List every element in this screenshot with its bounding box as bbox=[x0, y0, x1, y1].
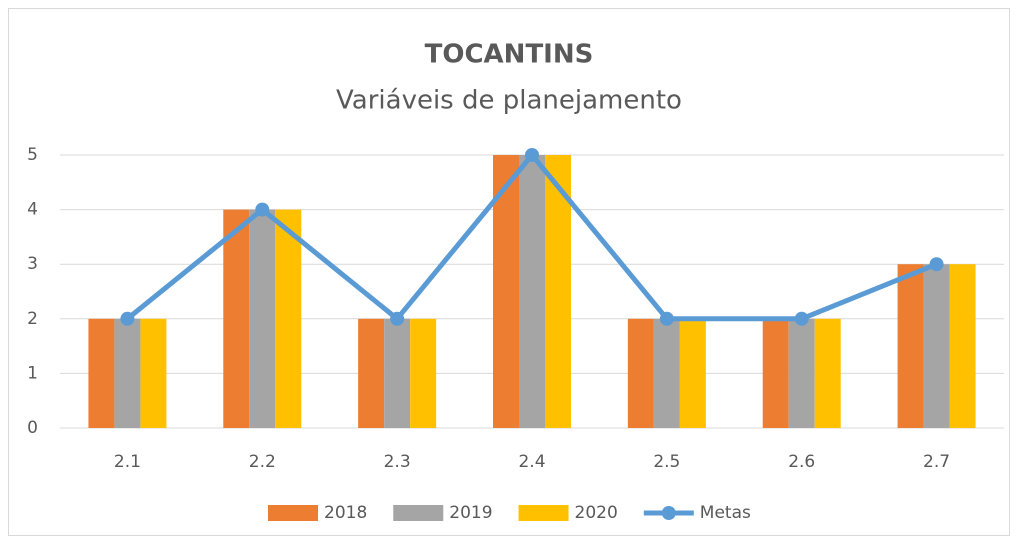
line-point bbox=[929, 257, 944, 272]
line-point bbox=[120, 311, 135, 326]
line-point bbox=[525, 148, 539, 162]
legend-swatch bbox=[518, 505, 569, 521]
legend-swatch bbox=[268, 505, 318, 521]
bar bbox=[762, 318, 789, 428]
bar bbox=[653, 318, 680, 428]
legend-label: 2019 bbox=[449, 503, 492, 523]
bar bbox=[788, 318, 815, 428]
bar bbox=[358, 318, 385, 428]
x-tick-label: 2.7 bbox=[923, 452, 950, 472]
legend-swatch bbox=[393, 505, 444, 521]
bar bbox=[249, 209, 276, 428]
x-tick-label: 2.3 bbox=[384, 452, 411, 472]
x-tick-label: 2.4 bbox=[518, 452, 545, 472]
bar bbox=[223, 209, 250, 428]
bar bbox=[949, 264, 976, 428]
bar bbox=[814, 318, 841, 428]
y-tick-label: 0 bbox=[27, 418, 38, 438]
x-tick-label: 2.2 bbox=[249, 452, 276, 472]
bar bbox=[275, 209, 302, 428]
y-tick-label: 5 bbox=[27, 145, 38, 165]
chart-subtitle: Variáveis de planejamento bbox=[336, 86, 682, 116]
x-tick-label: 2.6 bbox=[788, 452, 815, 472]
line-point bbox=[794, 311, 809, 326]
legend-label: Metas bbox=[700, 503, 751, 523]
line-point bbox=[255, 202, 270, 217]
bar bbox=[923, 264, 950, 428]
bar bbox=[679, 318, 706, 428]
y-tick-label: 4 bbox=[27, 200, 38, 220]
bar bbox=[410, 318, 437, 428]
legend-marker bbox=[661, 506, 676, 520]
bar bbox=[140, 318, 167, 428]
bar bbox=[114, 318, 141, 428]
bar bbox=[519, 155, 545, 428]
y-tick-label: 3 bbox=[27, 254, 38, 274]
y-tick-label: 1 bbox=[27, 363, 38, 383]
bar bbox=[88, 318, 115, 428]
bar bbox=[384, 318, 411, 428]
y-tick-label: 2 bbox=[27, 309, 38, 329]
line-point bbox=[390, 311, 405, 326]
x-tick-label: 2.5 bbox=[653, 452, 680, 472]
legend-label: 2020 bbox=[575, 503, 618, 523]
legend-label: 2018 bbox=[324, 503, 367, 523]
chart-title: TOCANTINS bbox=[425, 40, 594, 70]
bar bbox=[627, 318, 654, 428]
line-point bbox=[659, 311, 674, 326]
bar bbox=[897, 264, 924, 428]
x-tick-label: 2.1 bbox=[114, 452, 141, 472]
